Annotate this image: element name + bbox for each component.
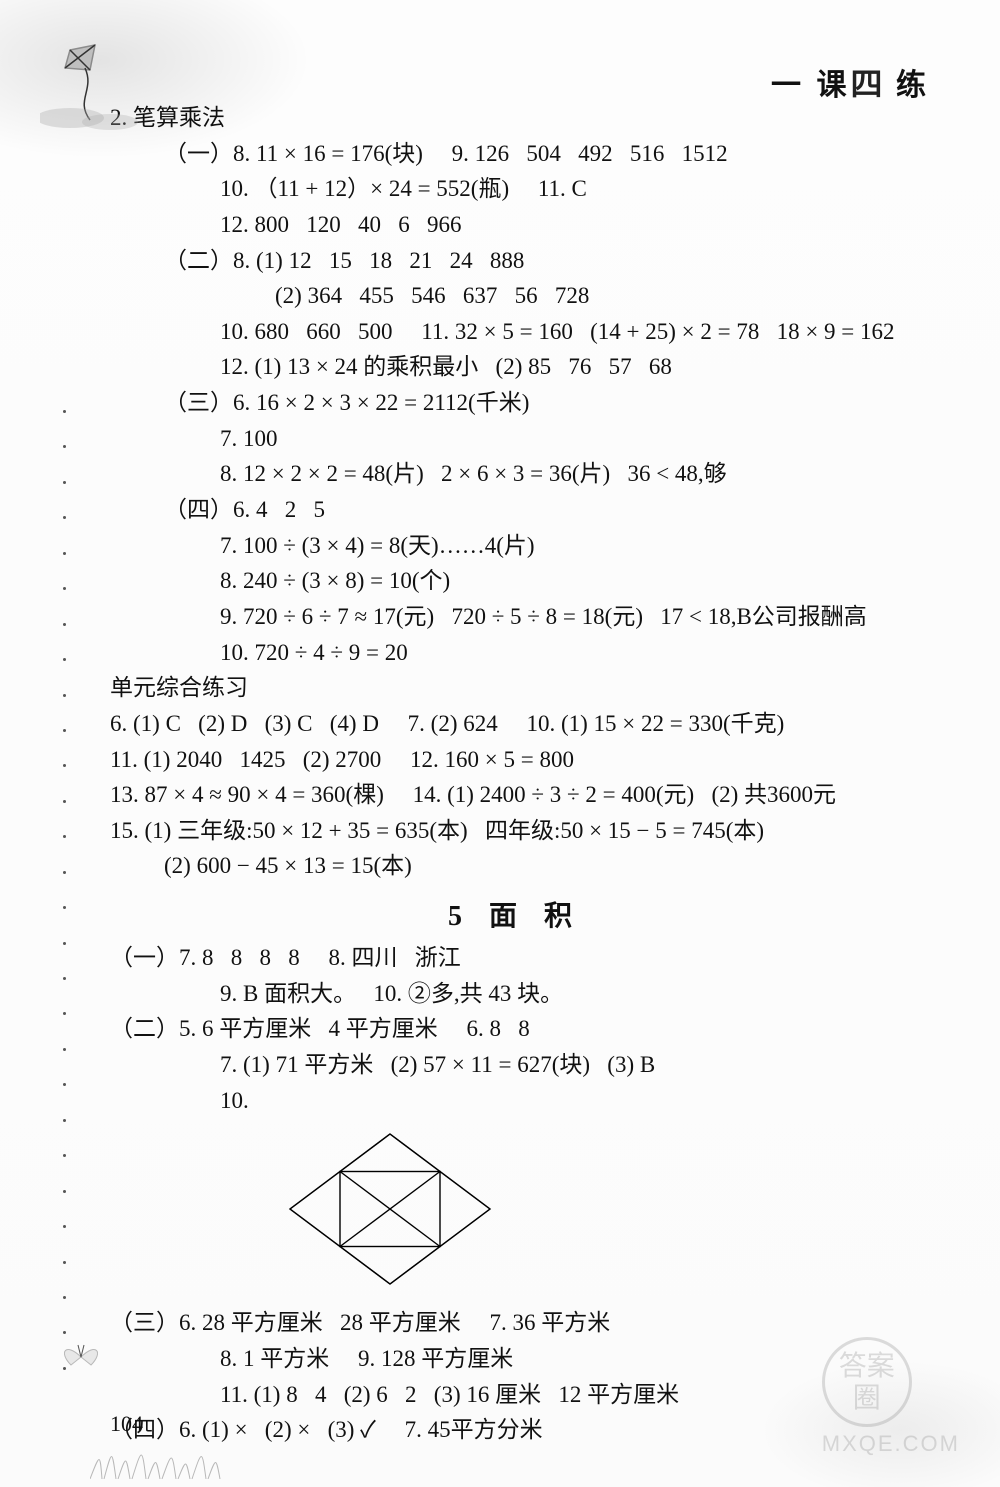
text-line: 11. (1) 2040 1425 (2) 2700 12. 160 × 5 =… <box>110 742 920 778</box>
text-line: （二）5. 6 平方厘米 4 平方厘米 6. 8 8 <box>110 1011 920 1047</box>
text-line: 12. (1) 13 × 24 的乘积最小 (2) 85 76 57 68 <box>220 349 920 385</box>
diamond-figure <box>280 1124 500 1294</box>
text-line: （一）8. 11 × 16 = 176(块) 9. 126 504 492 51… <box>164 136 920 172</box>
watermark-url: MXQE.COM <box>822 1431 960 1457</box>
text-line: 6. (1) C (2) D (3) C (4) D 7. (2) 624 10… <box>110 706 920 742</box>
text-line: （三）6. 16 × 2 × 3 × 22 = 2112(千米) <box>164 385 920 421</box>
text-line: 11. (1) 8 4 (2) 6 2 (3) 16 厘米 12 平方厘米 <box>220 1377 920 1413</box>
text-line: 12. 800 120 40 6 966 <box>220 207 920 243</box>
text-line: （一）7. 8 8 8 8 8. 四川 浙江 <box>110 940 920 976</box>
text-line: 9. 720 ÷ 6 ÷ 7 ≈ 17(元) 720 ÷ 5 ÷ 8 = 18(… <box>220 599 920 635</box>
text-line: （三）6. 28 平方厘米 28 平方厘米 7. 36 平方米 <box>110 1305 920 1341</box>
watermark: 答案 圈 MXQE.COM <box>822 1337 960 1457</box>
page: 一 课四 练 2. 笔算乘法（一）8. 11 × 16 = 176(块) 9. … <box>0 0 1000 1487</box>
text-line: 2. 笔算乘法 <box>110 100 920 136</box>
text-line: 10. 680 660 500 11. 32 × 5 = 160 (14 + 2… <box>220 314 920 350</box>
text-line: 10. （11 + 12）× 24 = 552(瓶) 11. C <box>220 171 920 207</box>
header-pre: 一 课 <box>771 69 851 102</box>
header-title: 一 课四 练 <box>771 60 930 104</box>
page-number: 104 <box>110 1411 143 1437</box>
watermark-line2: 圈 <box>825 1382 909 1414</box>
text-line: 7. 100 ÷ (3 × 4) = 8(天)……4(片) <box>220 528 920 564</box>
text-line: 单元综合练习 <box>110 670 920 706</box>
text-line: 9. B 面积大。 10. ②多,共 43 块。 <box>220 976 920 1012</box>
header-post: 练 <box>885 69 931 102</box>
text-line: 8. 12 × 2 × 2 = 48(片) 2 × 6 × 3 = 36(片) … <box>220 456 920 492</box>
text-line: （四）6. 4 2 5 <box>164 492 920 528</box>
diamond-wrap <box>280 1124 920 1299</box>
text-line: 8. 240 ÷ (3 × 8) = 10(个) <box>220 563 920 599</box>
grass-decoration <box>90 1443 250 1479</box>
watermark-line1: 答案 <box>825 1350 909 1382</box>
text-line: (2) 364 455 546 637 56 728 <box>275 278 920 314</box>
text-line: (2) 600 − 45 × 13 = 15(本) <box>164 848 920 884</box>
content-body: 2. 笔算乘法（一）8. 11 × 16 = 176(块) 9. 126 504… <box>110 100 920 1448</box>
text-line: 5 面 积 <box>110 894 920 934</box>
text-line: 13. 87 × 4 ≈ 90 × 4 = 360(棵) 14. (1) 240… <box>110 777 920 813</box>
text-line: 10. 720 ÷ 4 ÷ 9 = 20 <box>220 635 920 671</box>
header-glyph: 四 <box>851 67 885 101</box>
butterfly-decoration <box>56 1337 106 1377</box>
text-line: 7. 100 <box>220 421 920 457</box>
text-line: 10. <box>220 1083 920 1119</box>
text-line: 15. (1) 三年级:50 × 12 + 35 = 635(本) 四年级:50… <box>110 813 920 849</box>
text-line: 8. 1 平方米 9. 128 平方厘米 <box>220 1341 920 1377</box>
text-line: 7. (1) 71 平方米 (2) 57 × 11 = 627(块) (3) B <box>220 1047 920 1083</box>
kite-decoration <box>40 40 160 130</box>
margin-dots <box>63 410 67 1370</box>
text-line: （二）8. (1) 12 15 18 21 24 888 <box>164 243 920 279</box>
